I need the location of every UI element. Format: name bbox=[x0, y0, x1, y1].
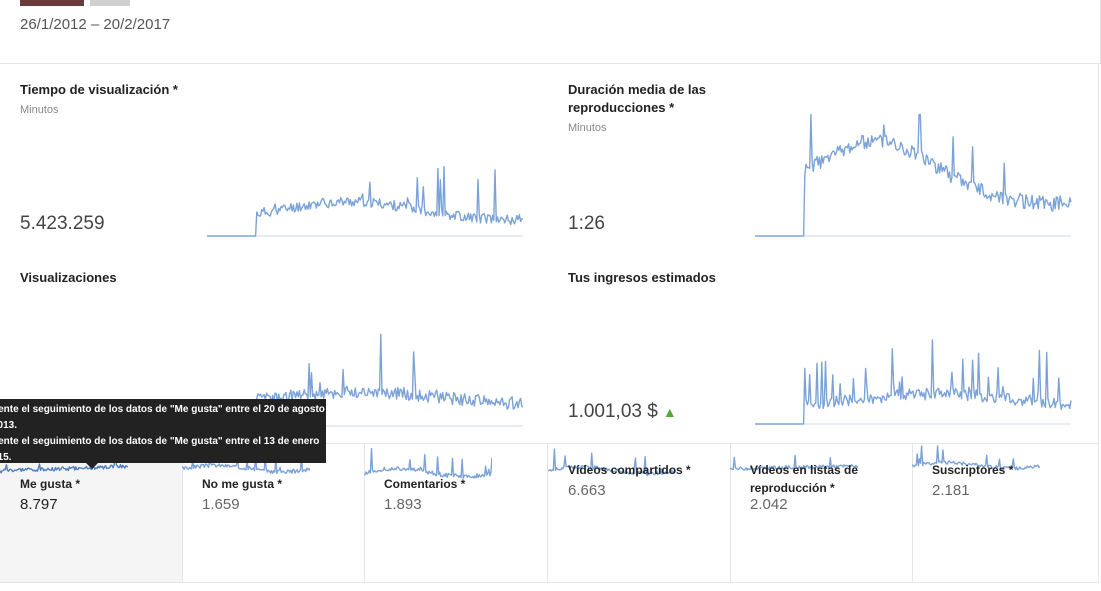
card-value: 8.797 bbox=[20, 496, 58, 513]
tooltip-line: nente el seguimiento de los datos de "Me… bbox=[0, 436, 320, 447]
sparkline-path bbox=[755, 339, 1072, 425]
sparkline-path bbox=[207, 333, 524, 427]
sparkline bbox=[755, 113, 1072, 237]
sparkline bbox=[0, 447, 129, 474]
card-unit: Minutos bbox=[568, 122, 607, 134]
sparkline-path bbox=[755, 113, 1072, 237]
date-header: 26/1/2012 – 20/2/2017 bbox=[0, 0, 1101, 64]
card-value: 2.181 bbox=[932, 482, 970, 499]
tooltip-line: 2013. bbox=[0, 420, 18, 431]
card-title: Suscriptores * bbox=[932, 463, 1014, 477]
card-title: Visualizaciones bbox=[20, 270, 117, 285]
card-value: 1.893 bbox=[384, 496, 422, 513]
card-title: No me gusta * bbox=[202, 477, 283, 491]
date-range[interactable]: 26/1/2012 – 20/2/2017 bbox=[20, 16, 171, 33]
tooltip-line: nente el seguimiento de los datos de "Me… bbox=[0, 404, 325, 415]
card-title: Tus ingresos estimados bbox=[568, 270, 716, 285]
card-revenue[interactable]: Tus ingresos estimados 1.001,03 $ ▲ bbox=[548, 252, 1099, 444]
card-value: 5.423.259 bbox=[20, 213, 105, 234]
card-title: Vídeos compartidos * bbox=[568, 463, 691, 477]
sparkline bbox=[182, 456, 311, 474]
sparkline-path bbox=[182, 456, 311, 474]
sparkline-path bbox=[363, 447, 493, 479]
card-title-line: reproducción * bbox=[750, 481, 835, 495]
revenue-amount: 1.001,03 $ bbox=[568, 401, 658, 422]
card-comments[interactable]: Comentarios * 1.893 bbox=[363, 443, 548, 583]
card-subscribers[interactable]: Suscriptores * 2.181 bbox=[911, 443, 1099, 583]
card-avg-duration[interactable]: Duración media de las reproducciones * M… bbox=[548, 64, 1099, 253]
sparkline-path bbox=[547, 448, 677, 477]
tooltip-line: 015. bbox=[0, 452, 12, 463]
card-title-line: Vídeos en listas de bbox=[750, 463, 859, 477]
sparkline-path bbox=[729, 454, 859, 471]
card-watch-time[interactable]: Tiempo de visualización * Minutos 5.423.… bbox=[0, 64, 549, 253]
card-value: 1:26 bbox=[568, 213, 605, 234]
sparkline bbox=[547, 448, 677, 477]
sparkline-path bbox=[911, 445, 1041, 471]
card-title: Duración media de las reproducciones * bbox=[568, 81, 706, 117]
sparkline bbox=[911, 445, 1041, 471]
sparkline bbox=[207, 166, 523, 237]
sparkline-path bbox=[207, 166, 523, 237]
sparkline-path bbox=[0, 447, 129, 474]
tab-indicator-active[interactable] bbox=[20, 0, 84, 6]
card-title-line: Duración media de las bbox=[568, 82, 706, 97]
sparkline bbox=[363, 447, 493, 479]
card-value: 1.001,03 $ ▲ bbox=[568, 401, 677, 423]
sparkline bbox=[755, 339, 1072, 425]
card-title: Comentarios * bbox=[384, 477, 466, 491]
card-value: 1.659 bbox=[202, 496, 240, 513]
card-dislikes[interactable]: No me gusta * 1.659 bbox=[182, 443, 365, 583]
tab-indicator[interactable] bbox=[90, 0, 130, 6]
card-title: Tiempo de visualización * bbox=[20, 82, 178, 97]
sparkline bbox=[729, 454, 859, 471]
card-unit: Minutos bbox=[20, 104, 59, 116]
tooltip-arrow bbox=[86, 463, 98, 469]
card-value: 2.042 bbox=[750, 496, 788, 513]
trend-up-icon: ▲ bbox=[662, 404, 677, 420]
card-value: 6.663 bbox=[568, 482, 606, 499]
card-title-line: reproducciones * bbox=[568, 100, 675, 115]
tooltip: nente el seguimiento de los datos de "Me… bbox=[0, 399, 326, 463]
card-playlists[interactable]: Vídeos en listas de reproducción * 2.042 bbox=[729, 443, 913, 583]
card-title: Me gusta * bbox=[20, 477, 81, 491]
card-shares[interactable]: Vídeos compartidos * 6.663 bbox=[547, 443, 731, 583]
card-title: Vídeos en listas de reproducción * bbox=[750, 461, 858, 497]
